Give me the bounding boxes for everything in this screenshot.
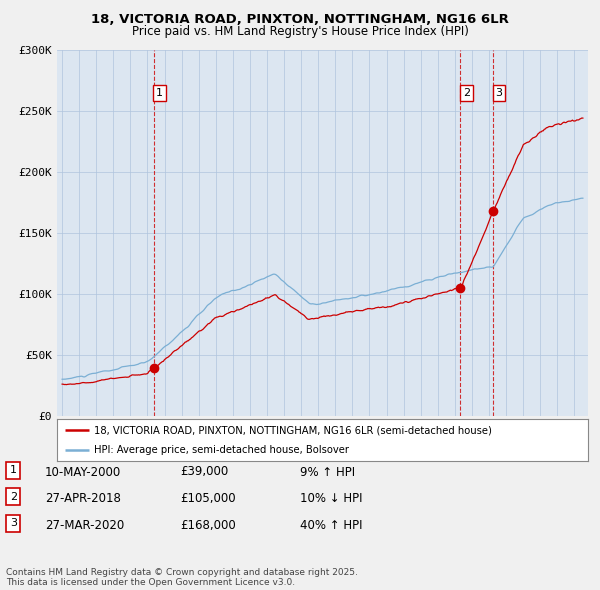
Text: 2: 2 [10, 492, 17, 502]
Text: £168,000: £168,000 [180, 519, 236, 532]
Text: HPI: Average price, semi-detached house, Bolsover: HPI: Average price, semi-detached house,… [94, 445, 349, 455]
Text: 3: 3 [496, 88, 503, 98]
Text: 27-APR-2018: 27-APR-2018 [45, 492, 121, 505]
Text: 40% ↑ HPI: 40% ↑ HPI [300, 519, 362, 532]
Text: Contains HM Land Registry data © Crown copyright and database right 2025.
This d: Contains HM Land Registry data © Crown c… [6, 568, 358, 587]
Text: £105,000: £105,000 [180, 492, 236, 505]
Text: 9% ↑ HPI: 9% ↑ HPI [300, 466, 355, 478]
Text: 10% ↓ HPI: 10% ↓ HPI [300, 492, 362, 505]
Text: 1: 1 [156, 88, 163, 98]
Text: 18, VICTORIA ROAD, PINXTON, NOTTINGHAM, NG16 6LR (semi-detached house): 18, VICTORIA ROAD, PINXTON, NOTTINGHAM, … [94, 425, 492, 435]
Text: 1: 1 [10, 466, 17, 475]
Text: 10-MAY-2000: 10-MAY-2000 [45, 466, 121, 478]
Text: 27-MAR-2020: 27-MAR-2020 [45, 519, 124, 532]
Text: £39,000: £39,000 [180, 466, 228, 478]
Text: Price paid vs. HM Land Registry's House Price Index (HPI): Price paid vs. HM Land Registry's House … [131, 25, 469, 38]
Text: 3: 3 [10, 519, 17, 528]
Text: 2: 2 [463, 88, 470, 98]
Text: 18, VICTORIA ROAD, PINXTON, NOTTINGHAM, NG16 6LR: 18, VICTORIA ROAD, PINXTON, NOTTINGHAM, … [91, 13, 509, 26]
